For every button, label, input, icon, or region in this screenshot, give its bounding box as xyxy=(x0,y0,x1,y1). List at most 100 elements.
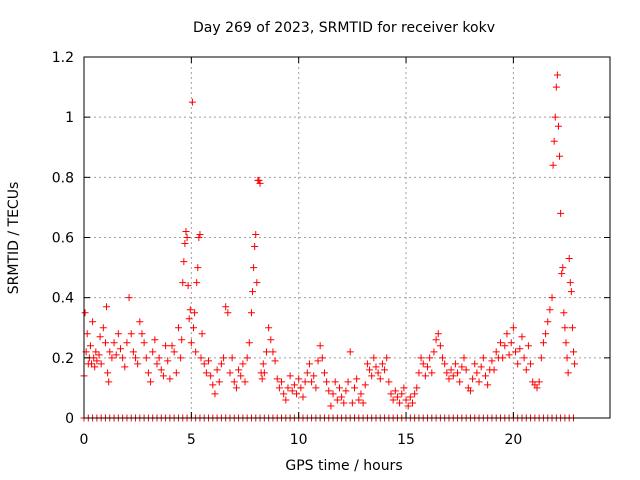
data-point xyxy=(259,360,267,368)
data-point xyxy=(559,264,567,272)
data-point xyxy=(138,330,146,338)
data-point xyxy=(558,270,566,278)
data-point xyxy=(106,348,114,356)
data-point xyxy=(378,360,386,368)
data-point xyxy=(460,354,468,362)
data-point xyxy=(353,375,361,383)
data-point xyxy=(305,360,313,368)
data-point xyxy=(96,333,104,341)
data-point xyxy=(108,354,116,362)
data-point xyxy=(235,366,243,374)
data-point xyxy=(323,378,331,386)
data-point xyxy=(329,390,337,398)
data-point xyxy=(404,402,412,410)
data-point xyxy=(275,384,283,392)
grid xyxy=(84,57,610,418)
data-point xyxy=(232,384,240,392)
data-point xyxy=(557,209,565,217)
data-point xyxy=(539,339,547,347)
data-point xyxy=(250,264,258,272)
data-point xyxy=(434,330,442,338)
data-point xyxy=(247,309,255,317)
data-point xyxy=(550,137,558,145)
x-tick-label: 15 xyxy=(397,432,415,448)
data-point xyxy=(127,330,135,338)
data-point xyxy=(499,354,507,362)
data-points xyxy=(80,71,579,422)
data-point xyxy=(153,360,161,368)
data-point xyxy=(170,348,178,356)
data-point xyxy=(189,324,197,332)
data-point xyxy=(565,255,573,263)
data-point xyxy=(419,360,427,368)
data-point xyxy=(180,258,188,266)
data-point xyxy=(415,369,423,377)
data-point xyxy=(184,282,192,290)
data-point xyxy=(331,378,339,386)
data-point xyxy=(443,369,451,377)
data-point xyxy=(209,381,217,389)
y-tick-label: 0.4 xyxy=(52,291,74,307)
data-point xyxy=(436,342,444,350)
data-point xyxy=(226,369,234,377)
data-point xyxy=(387,390,395,398)
x-tick-label: 10 xyxy=(290,432,308,448)
data-point xyxy=(327,402,335,410)
data-point xyxy=(552,83,560,91)
data-point xyxy=(571,360,579,368)
data-point xyxy=(417,354,425,362)
data-point xyxy=(408,399,416,407)
data-point xyxy=(81,309,89,317)
data-point xyxy=(537,354,545,362)
data-point xyxy=(155,354,163,362)
data-point xyxy=(553,71,561,79)
data-point xyxy=(194,264,202,272)
data-point xyxy=(527,360,535,368)
data-point xyxy=(255,176,263,184)
data-point xyxy=(314,357,322,365)
x-tick-label: 0 xyxy=(80,432,89,448)
data-point xyxy=(202,369,210,377)
data-point xyxy=(197,354,205,362)
data-point xyxy=(278,378,286,386)
data-point xyxy=(140,339,148,347)
data-point xyxy=(188,98,196,106)
data-point xyxy=(271,357,279,365)
data-point xyxy=(316,342,324,350)
data-point xyxy=(497,339,505,347)
data-point xyxy=(308,378,316,386)
data-point xyxy=(252,230,260,238)
data-point xyxy=(381,366,389,374)
data-point xyxy=(174,324,182,332)
data-point xyxy=(187,339,195,347)
data-point xyxy=(136,318,144,326)
data-point xyxy=(193,279,201,287)
data-point xyxy=(114,330,122,338)
data-point xyxy=(501,342,509,350)
data-point xyxy=(456,378,464,386)
y-tick-label: 0 xyxy=(65,411,74,427)
data-point xyxy=(172,369,180,377)
data-point xyxy=(224,309,232,317)
data-point xyxy=(157,366,165,374)
data-point xyxy=(445,375,453,383)
data-point xyxy=(207,372,215,380)
data-point xyxy=(342,387,350,395)
data-point xyxy=(149,348,157,356)
data-point xyxy=(215,378,223,386)
data-point xyxy=(556,152,564,160)
data-point xyxy=(466,387,474,395)
data-point xyxy=(535,378,543,386)
data-point xyxy=(421,372,429,380)
data-point xyxy=(230,378,238,386)
data-point xyxy=(471,360,479,368)
x-tick-label: 5 xyxy=(187,432,196,448)
data-point xyxy=(86,342,94,350)
data-point xyxy=(104,369,112,377)
data-point xyxy=(351,384,359,392)
data-point xyxy=(355,396,363,404)
data-point xyxy=(116,345,124,353)
data-point xyxy=(200,360,208,368)
data-point xyxy=(441,360,449,368)
data-point xyxy=(562,339,570,347)
